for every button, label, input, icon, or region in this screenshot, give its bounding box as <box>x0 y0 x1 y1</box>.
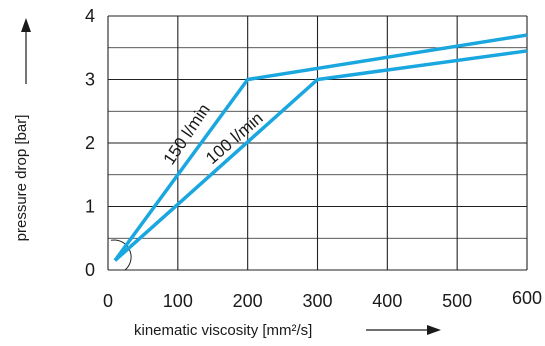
series-labels: 150 l/min 100 l/min <box>160 100 267 168</box>
y-axis-arrow <box>21 18 31 84</box>
y-tick-label: 2 <box>85 133 95 153</box>
x-tick-label: 100 <box>163 291 193 311</box>
series-lines <box>113 33 528 262</box>
series-label-100: 100 l/min <box>202 108 267 168</box>
x-tick-label: 500 <box>442 291 472 311</box>
x-tick-label: 300 <box>302 291 332 311</box>
y-tick-label: 0 <box>85 260 95 280</box>
x-tick-label: 600 <box>512 288 542 308</box>
x-tick-label: 400 <box>372 291 402 311</box>
y-tick-label: 4 <box>85 6 95 26</box>
series-line-1 <box>113 49 528 262</box>
y-tick-label: 1 <box>85 197 95 217</box>
y-tick-label: 3 <box>85 70 95 90</box>
grid <box>107 15 528 271</box>
x-axis-arrow <box>366 325 441 335</box>
tick-labels: 0 1 2 3 4 0 100 200 300 400 500 600 <box>85 6 542 311</box>
series-line-0 <box>113 33 528 262</box>
x-axis-title: kinematic viscosity [mm²/s] <box>134 322 312 339</box>
x-tick-label: 0 <box>103 291 113 311</box>
x-tick-label: 200 <box>233 291 263 311</box>
y-axis-title: pressure drop [bar] <box>13 115 30 242</box>
